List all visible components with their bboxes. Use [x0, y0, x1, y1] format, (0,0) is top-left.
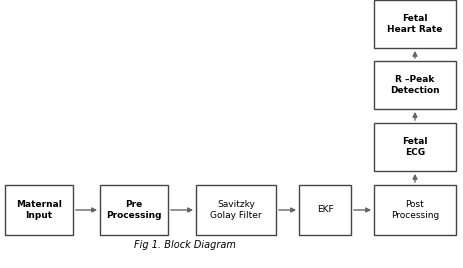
- Text: R –Peak
Detection: R –Peak Detection: [389, 75, 439, 95]
- Text: Maternal
Input: Maternal Input: [16, 200, 62, 220]
- Text: Savitzky
Golay Filter: Savitzky Golay Filter: [210, 200, 261, 220]
- FancyBboxPatch shape: [100, 185, 168, 235]
- Text: Fetal
ECG: Fetal ECG: [401, 137, 427, 157]
- Text: Post
Processing: Post Processing: [390, 200, 438, 220]
- FancyBboxPatch shape: [373, 123, 455, 171]
- Text: Fetal
Heart Rate: Fetal Heart Rate: [387, 14, 442, 34]
- FancyBboxPatch shape: [373, 185, 455, 235]
- Text: Fig 1. Block Diagram: Fig 1. Block Diagram: [134, 240, 235, 250]
- Text: EKF: EKF: [316, 206, 332, 214]
- FancyBboxPatch shape: [5, 185, 73, 235]
- Text: Pre
Processing: Pre Processing: [106, 200, 162, 220]
- FancyBboxPatch shape: [195, 185, 275, 235]
- FancyBboxPatch shape: [373, 61, 455, 109]
- FancyBboxPatch shape: [298, 185, 350, 235]
- FancyBboxPatch shape: [373, 0, 455, 48]
